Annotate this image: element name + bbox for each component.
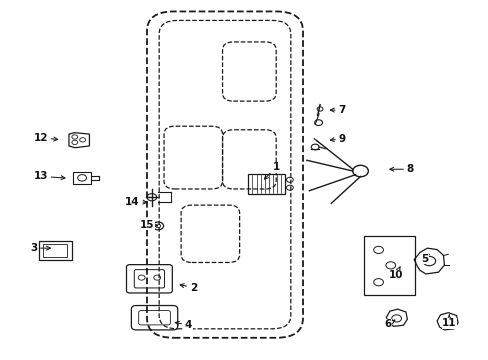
Text: 11: 11 bbox=[441, 315, 456, 328]
Text: 3: 3 bbox=[30, 243, 50, 253]
Text: 9: 9 bbox=[330, 134, 345, 144]
Text: 4: 4 bbox=[175, 320, 192, 330]
Text: 6: 6 bbox=[384, 319, 394, 329]
Text: 13: 13 bbox=[33, 171, 65, 181]
Text: 5: 5 bbox=[421, 254, 428, 264]
Text: 10: 10 bbox=[387, 267, 402, 280]
Text: 12: 12 bbox=[33, 133, 58, 143]
Text: 14: 14 bbox=[125, 197, 146, 207]
Text: 7: 7 bbox=[330, 105, 345, 115]
Text: 2: 2 bbox=[180, 283, 197, 293]
Text: 1: 1 bbox=[264, 162, 279, 179]
Text: 15: 15 bbox=[140, 220, 157, 230]
Text: 8: 8 bbox=[389, 164, 413, 174]
